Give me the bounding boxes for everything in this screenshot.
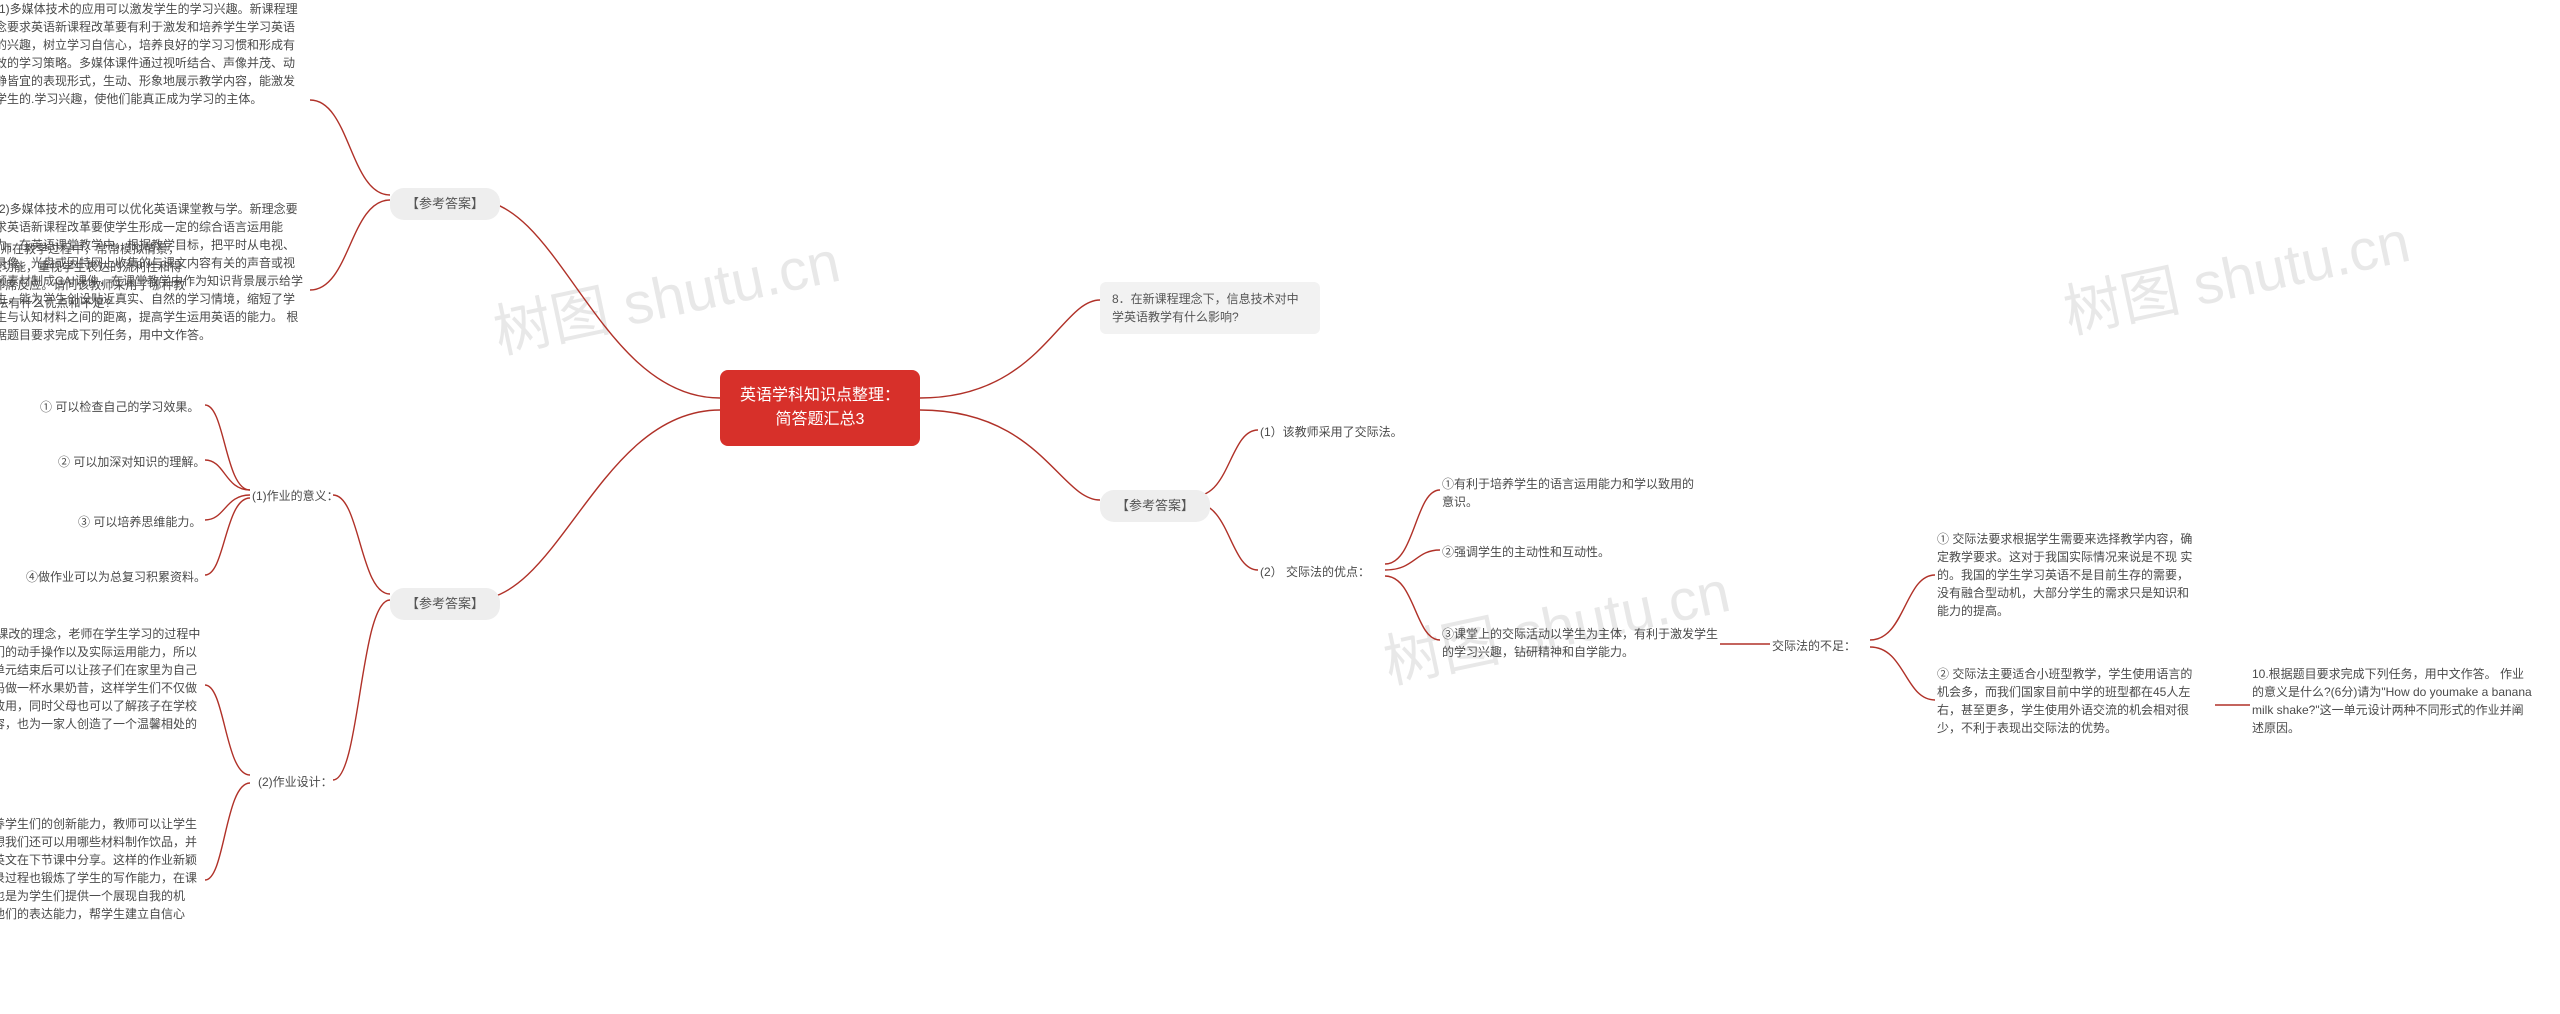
q9-adv-3: ③课堂上的交际活动以学生为主体，有利于激发学生的学习兴趣，钻研精神和自学能力。 xyxy=(1442,625,1722,661)
hw-design-2: ②为了培养学生们的创新能力，教师可以让学生们回去想想我们还可以用哪些材料制作饮品… xyxy=(0,815,205,923)
q10-text: 10.根据题目要求完成下列任务，用中文作答。 作业的意义是什么?(6分)请为"H… xyxy=(2252,665,2532,737)
watermark: 树图 shutu.cn xyxy=(1375,544,1736,699)
answer-label-q10: 【参考答案】 xyxy=(390,588,500,620)
q9-disadv-2: ② 交际法主要适合小班型教学，学生使用语言的机会多，而我们国家目前中学的班型都在… xyxy=(1937,665,2197,737)
q9-adv-2: ②强调学生的主动性和互动性。 xyxy=(1442,543,1610,561)
hw-meaning-1: ① 可以检查自己的学习效果。 xyxy=(40,398,199,416)
hw-meaning-label: (1)作业的意义： xyxy=(252,487,339,505)
q9-adv-label: (2） 交际法的优点： xyxy=(1260,563,1370,581)
answer-label-q9: 【参考答案】 xyxy=(1100,490,1210,522)
hw-meaning-3: ③ 可以培养思维能力。 xyxy=(78,513,201,531)
connector-layer xyxy=(0,0,2560,1014)
hw-meaning-2: ② 可以加深对知识的理解。 xyxy=(58,453,205,471)
q9-disadv-label: 交际法的不足： xyxy=(1772,637,1856,655)
hw-design-label: (2)作业设计： xyxy=(258,773,333,791)
q9-text: 9.一位英语教师在教学过程中，常常模拟情景，强调语法服从功能，重视学生表达的流利… xyxy=(0,240,190,312)
answer-label-q8: 【参考答案】 xyxy=(390,188,500,220)
hw-meaning-4: ④做作业可以为总复习积累资料。 xyxy=(26,568,206,586)
hw-design-1: ① 根据新课改的理念，老师在学生学习的过程中要培养他们的动手操作以及实际运用能力… xyxy=(0,625,205,751)
q8-box: 8．在新课程理念下，信息技术对中学英语教学有什么影响? xyxy=(1100,282,1320,334)
watermark: 树图 shutu.cn xyxy=(2055,194,2416,349)
q9-method: (1）该教师采用了交际法。 xyxy=(1260,423,1403,441)
root-node: 英语学科知识点整理：简答题汇总3 xyxy=(720,370,920,446)
watermark: 树图 shutu.cn xyxy=(485,214,846,369)
q9-adv-1: ①有利于培养学生的语言运用能力和学以致用的意识。 xyxy=(1442,475,1702,511)
q8-answer-1: (1)多媒体技术的应用可以激发学生的学习兴趣。新课程理念要求英语新课程改革要有利… xyxy=(0,0,305,108)
q9-disadv-1: ① 交际法要求根据学生需要来选择教学内容，确定教学要求。这对于我国实际情况来说是… xyxy=(1937,530,2197,620)
